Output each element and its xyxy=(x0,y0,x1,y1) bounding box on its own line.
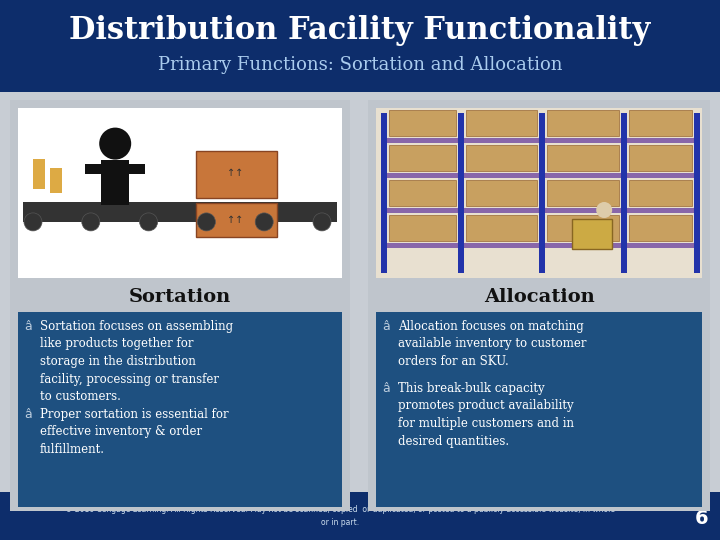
Bar xyxy=(389,110,456,136)
Bar xyxy=(629,215,692,241)
Text: 6: 6 xyxy=(696,509,708,528)
Bar xyxy=(464,173,539,178)
Bar xyxy=(545,208,621,213)
Bar xyxy=(626,243,694,248)
Bar xyxy=(545,243,621,248)
FancyBboxPatch shape xyxy=(18,312,342,507)
Bar xyxy=(466,110,537,136)
Bar xyxy=(629,145,692,171)
FancyBboxPatch shape xyxy=(0,492,720,540)
Bar xyxy=(629,110,692,136)
Bar xyxy=(621,113,626,273)
Text: Distribution Facility Functionality: Distribution Facility Functionality xyxy=(69,15,651,45)
Bar xyxy=(539,113,545,273)
Bar xyxy=(466,180,537,206)
FancyBboxPatch shape xyxy=(376,312,702,507)
Bar xyxy=(376,108,702,278)
Bar xyxy=(196,203,277,237)
Text: ↑↑: ↑↑ xyxy=(227,167,243,178)
Text: Proper sortation is essential for
effective inventory & order
fulfillment.: Proper sortation is essential for effect… xyxy=(40,408,229,456)
Text: â: â xyxy=(382,382,390,395)
Bar xyxy=(464,138,539,143)
Text: Sortation focuses on assembling
like products together for
storage in the distri: Sortation focuses on assembling like pro… xyxy=(40,320,233,403)
Bar xyxy=(50,167,62,192)
Bar xyxy=(129,164,145,173)
FancyBboxPatch shape xyxy=(0,0,720,92)
Ellipse shape xyxy=(197,213,215,231)
Bar xyxy=(196,151,277,198)
Text: © 2016 Cengage Learning. All Rights Reserved. May not be scanned, copied  or dup: © 2016 Cengage Learning. All Rights Rese… xyxy=(65,505,615,527)
Bar xyxy=(387,138,457,143)
Text: â: â xyxy=(382,320,390,333)
Bar xyxy=(23,201,337,222)
Bar xyxy=(466,215,537,241)
Bar xyxy=(629,180,692,206)
Ellipse shape xyxy=(82,213,100,231)
Bar xyxy=(457,113,464,273)
Bar xyxy=(547,110,618,136)
Bar xyxy=(626,173,694,178)
Bar xyxy=(381,113,387,273)
Bar xyxy=(389,180,456,206)
Bar xyxy=(389,145,456,171)
Bar xyxy=(547,145,618,171)
Bar xyxy=(626,208,694,213)
Bar xyxy=(626,138,694,143)
Bar xyxy=(466,145,537,171)
Ellipse shape xyxy=(255,213,273,231)
Text: Sortation: Sortation xyxy=(129,288,231,306)
Bar xyxy=(33,159,45,189)
Bar xyxy=(387,243,457,248)
Bar xyxy=(102,160,129,205)
Text: Primary Functions: Sortation and Allocation: Primary Functions: Sortation and Allocat… xyxy=(158,56,562,74)
Bar xyxy=(464,243,539,248)
Bar xyxy=(389,215,456,241)
Circle shape xyxy=(596,202,612,218)
Bar xyxy=(387,208,457,213)
FancyBboxPatch shape xyxy=(368,100,710,511)
Text: ↑↑: ↑↑ xyxy=(227,215,243,225)
Ellipse shape xyxy=(24,213,42,231)
Bar xyxy=(387,173,457,178)
Bar xyxy=(572,219,611,248)
Text: â: â xyxy=(24,408,32,421)
Bar xyxy=(694,113,700,273)
Bar xyxy=(547,215,618,241)
Ellipse shape xyxy=(140,213,158,231)
Bar xyxy=(547,180,618,206)
Circle shape xyxy=(99,127,131,160)
Bar xyxy=(464,208,539,213)
Bar xyxy=(85,164,102,173)
Text: This break-bulk capacity
promotes product availability
for multiple customers an: This break-bulk capacity promotes produc… xyxy=(398,382,574,448)
Text: Allocation focuses on matching
available inventory to customer
orders for an SKU: Allocation focuses on matching available… xyxy=(398,320,587,368)
Bar xyxy=(545,173,621,178)
FancyBboxPatch shape xyxy=(0,92,720,492)
Bar xyxy=(545,138,621,143)
FancyBboxPatch shape xyxy=(18,108,342,278)
FancyBboxPatch shape xyxy=(10,100,350,511)
FancyBboxPatch shape xyxy=(376,108,702,278)
Ellipse shape xyxy=(313,213,331,231)
Text: â: â xyxy=(24,320,32,333)
Text: Allocation: Allocation xyxy=(484,288,595,306)
